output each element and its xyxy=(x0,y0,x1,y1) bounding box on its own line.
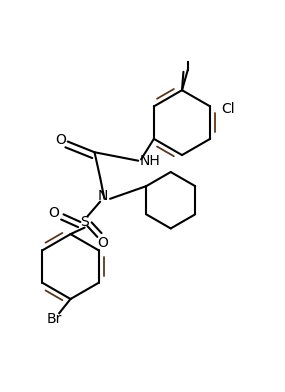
Text: O: O xyxy=(55,133,66,147)
Text: N: N xyxy=(98,189,108,203)
Text: Br: Br xyxy=(46,312,62,326)
Text: O: O xyxy=(48,206,59,220)
Text: Cl: Cl xyxy=(221,102,235,116)
Text: S: S xyxy=(80,215,89,229)
Text: NH: NH xyxy=(140,154,160,168)
Text: O: O xyxy=(97,236,108,250)
